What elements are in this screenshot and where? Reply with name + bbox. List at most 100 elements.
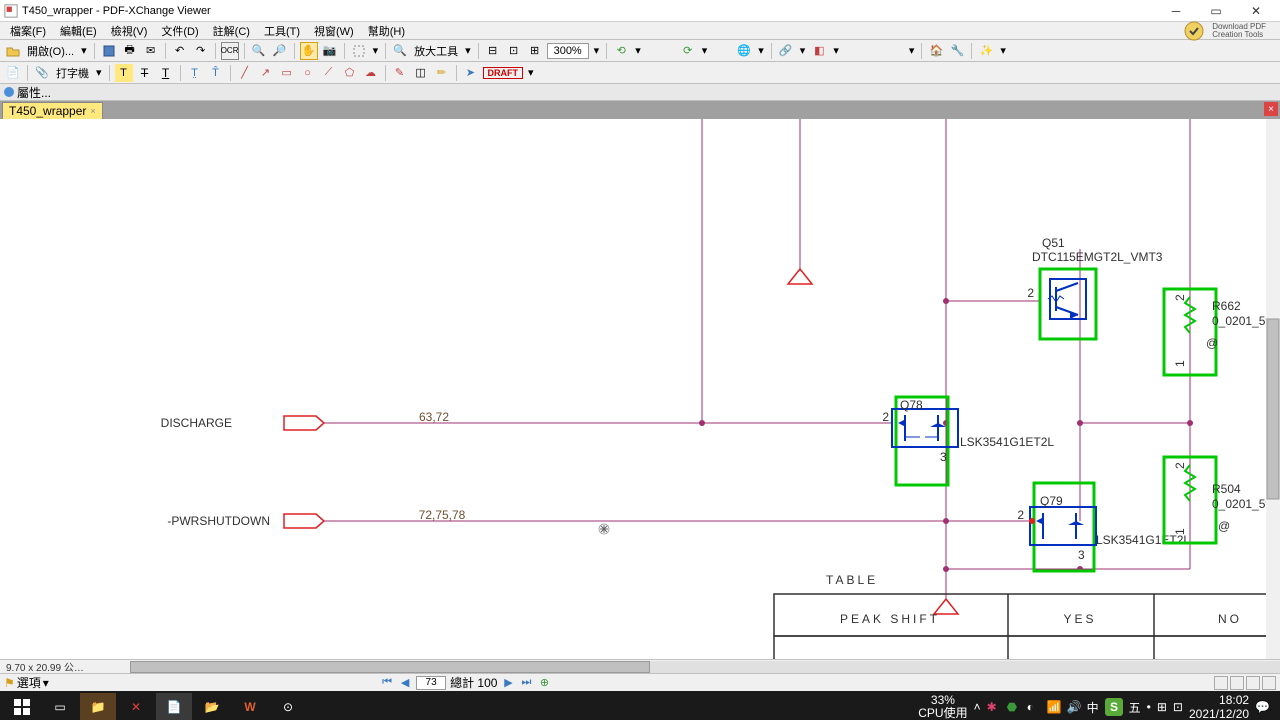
taskview-icon[interactable]: ▭ (42, 693, 78, 720)
attach-icon[interactable]: 📎 (33, 64, 51, 82)
note-icon[interactable]: 📄 (4, 64, 22, 82)
close-button[interactable]: ✕ (1236, 1, 1276, 21)
snapshot-icon[interactable]: 📷 (321, 42, 339, 60)
undo-icon[interactable]: ↶ (171, 42, 189, 60)
page-input[interactable] (416, 676, 446, 690)
open-label[interactable]: 開啟(O)... (25, 43, 76, 59)
view-single-icon[interactable] (1214, 676, 1228, 690)
tray-dot3-icon[interactable]: ⊡ (1173, 700, 1183, 714)
tray-volume-icon[interactable]: 🔊 (1067, 700, 1081, 714)
typewriter-label[interactable]: 打字機 (54, 65, 91, 81)
line-icon[interactable]: ╱ (236, 64, 254, 82)
task-explorer-icon[interactable]: 📁 (80, 693, 116, 720)
next-page-button[interactable]: ▶ (501, 676, 515, 690)
page-add-button[interactable]: ⊕ (537, 676, 551, 690)
marker-icon[interactable]: ✏ (433, 64, 451, 82)
hscroll-track[interactable] (130, 661, 1280, 673)
pdf-tools-logo[interactable]: Download PDFCreation Tools (1184, 21, 1276, 41)
view-facing-icon[interactable] (1246, 676, 1260, 690)
print-icon[interactable]: 🖶 (121, 42, 139, 60)
tray-dot2-icon[interactable]: ⊞ (1157, 700, 1167, 714)
insert-text-icon[interactable]: T̤ (186, 64, 204, 82)
rect-icon[interactable]: ▭ (278, 64, 296, 82)
color-icon[interactable]: ◧ (810, 42, 828, 60)
close-all-tabs[interactable]: × (1264, 102, 1278, 116)
draft-stamp[interactable]: DRAFT (483, 67, 524, 79)
menu-help[interactable]: 幫助(H) (362, 23, 411, 39)
task-pdf-icon[interactable]: 📄 (156, 693, 192, 720)
replace-text-icon[interactable]: T̂ (207, 64, 225, 82)
tray-dot1-icon[interactable]: • (1147, 700, 1151, 714)
hand-tool-icon[interactable]: ✋ (300, 42, 318, 60)
link-icon[interactable]: 🔗 (777, 42, 795, 60)
zoom-tool-label[interactable]: 放大工具 (412, 43, 460, 59)
minimize-button[interactable]: ─ (1156, 1, 1196, 21)
maximize-button[interactable]: ▭ (1196, 1, 1236, 21)
home-icon[interactable]: 🏠 (927, 42, 945, 60)
tray-app2-icon[interactable]: ⬣ (1007, 700, 1021, 714)
properties-label[interactable]: 屬性... (17, 84, 51, 101)
find-icon[interactable]: 🔍 (250, 42, 268, 60)
start-button[interactable] (4, 693, 40, 720)
polygon-icon[interactable]: ⬠ (341, 64, 359, 82)
rotate-right-icon[interactable]: ⟳ (679, 42, 697, 60)
view-cont-facing-icon[interactable] (1262, 676, 1276, 690)
menu-comment[interactable]: 註解(C) (207, 23, 256, 39)
tray-ime-label[interactable]: 中 (1087, 699, 1099, 716)
document-viewport[interactable]: DISCHARGE 63,72 -PWRSHUTDOWN 72,75,78 2 … (0, 119, 1280, 659)
menu-document[interactable]: 文件(D) (155, 23, 204, 39)
open-dropdown[interactable]: ▾ (79, 44, 89, 57)
tray-ime2[interactable]: 五 (1129, 699, 1141, 716)
zoom-in-icon[interactable]: ⊞ (526, 42, 544, 60)
eraser-icon[interactable]: ◫ (412, 64, 430, 82)
oval-icon[interactable]: ○ (299, 64, 317, 82)
task-x-icon[interactable]: ✕ (118, 693, 154, 720)
tray-network-icon[interactable]: 📶 (1047, 700, 1061, 714)
underline-icon[interactable]: T (157, 64, 175, 82)
task-folder-icon[interactable]: 📂 (194, 693, 230, 720)
cloud-icon[interactable]: ☁ (362, 64, 380, 82)
search-icon[interactable]: 🔎 (271, 42, 289, 60)
fit-page-icon[interactable]: ⊡ (505, 42, 523, 60)
zoom-input[interactable] (547, 43, 589, 59)
menu-view[interactable]: 檢視(V) (105, 23, 154, 39)
menu-file[interactable]: 檔案(F) (4, 23, 52, 39)
open-icon[interactable] (4, 42, 22, 60)
menu-window[interactable]: 視窗(W) (308, 23, 360, 39)
tray-clock[interactable]: 18:02 2021/12/20 (1189, 693, 1249, 720)
zoom-out-icon[interactable]: ⊟ (484, 42, 502, 60)
zoom-icon[interactable]: 🔍 (391, 42, 409, 60)
tool-a-icon[interactable]: 🔧 (948, 42, 966, 60)
options-button[interactable]: ⚑ 選項 ▾ (4, 674, 49, 691)
wand-icon[interactable]: ✨ (977, 42, 995, 60)
hscroll-thumb[interactable] (130, 661, 650, 673)
last-page-button[interactable]: ⏭ (519, 676, 533, 690)
menu-tools[interactable]: 工具(T) (258, 23, 306, 39)
view-cont-icon[interactable] (1230, 676, 1244, 690)
tray-sogou-icon[interactable]: S (1105, 698, 1123, 716)
select-tool-icon[interactable] (350, 42, 368, 60)
prev-page-button[interactable]: ◀ (398, 676, 412, 690)
tray-app3-icon[interactable]: ◐ (1027, 700, 1041, 714)
strikeout-icon[interactable]: T (136, 64, 154, 82)
email-icon[interactable]: ✉ (142, 42, 160, 60)
tray-chevron-icon[interactable]: ˄ (974, 700, 981, 714)
zoom-value-dropdown[interactable]: ▾ (592, 44, 602, 57)
task-wps-icon[interactable]: W (232, 693, 268, 720)
arrow-icon[interactable]: ↗ (257, 64, 275, 82)
redo-icon[interactable]: ↷ (192, 42, 210, 60)
menu-edit[interactable]: 編輯(E) (54, 23, 103, 39)
first-page-button[interactable]: ⏮ (380, 676, 394, 690)
stamp-arrow-icon[interactable]: ➤ (462, 64, 480, 82)
tab-close-icon[interactable]: × (90, 106, 95, 116)
highlight-icon[interactable]: T (115, 64, 133, 82)
polyline-icon[interactable]: ⟋ (320, 64, 338, 82)
pencil-icon[interactable]: ✎ (391, 64, 409, 82)
save-icon[interactable] (100, 42, 118, 60)
ocr-icon[interactable]: OCR (221, 42, 239, 60)
document-tab[interactable]: T450_wrapper × (2, 102, 103, 119)
zoom-dropdown[interactable]: ▾ (463, 44, 473, 57)
rotate-left-icon[interactable]: ⟲ (612, 42, 630, 60)
task-obs-icon[interactable]: ⊙ (270, 693, 306, 720)
select-dropdown[interactable]: ▾ (371, 44, 381, 57)
